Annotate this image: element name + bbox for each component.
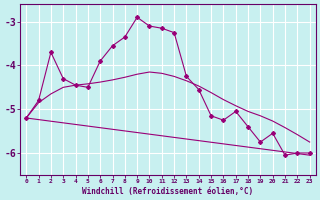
X-axis label: Windchill (Refroidissement éolien,°C): Windchill (Refroidissement éolien,°C) [82,187,253,196]
